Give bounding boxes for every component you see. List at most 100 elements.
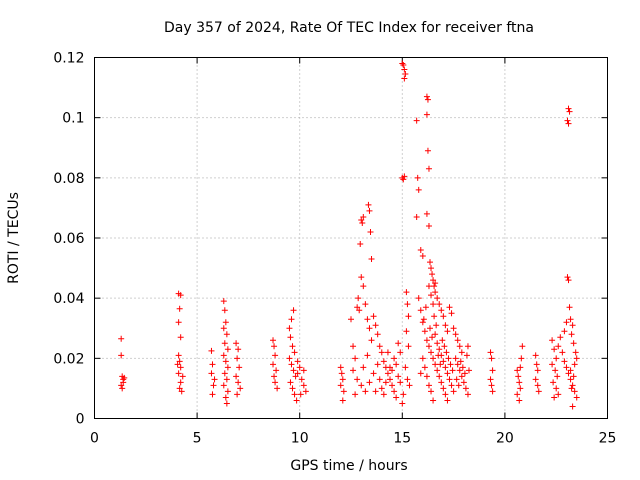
data-point	[176, 385, 183, 392]
data-point	[431, 313, 438, 320]
y-tick-label: 0.1	[62, 111, 84, 127]
data-point	[287, 334, 294, 341]
data-point	[567, 367, 574, 374]
data-point	[568, 331, 575, 338]
data-point	[435, 352, 442, 359]
data-point	[554, 373, 561, 380]
data-point	[425, 283, 432, 290]
data-point	[570, 373, 577, 380]
data-point	[415, 186, 422, 193]
data-point	[434, 295, 441, 302]
data-point	[352, 355, 359, 362]
data-point	[465, 367, 472, 374]
data-point	[571, 388, 578, 395]
data-point	[235, 379, 242, 386]
data-point	[570, 340, 577, 347]
data-point	[405, 313, 412, 320]
x-tick-label: 10	[291, 431, 309, 447]
data-point	[534, 367, 541, 374]
data-point	[436, 346, 443, 353]
data-point	[436, 301, 443, 308]
data-point	[209, 361, 216, 368]
data-point	[423, 373, 430, 380]
data-point	[237, 385, 244, 392]
data-point	[359, 219, 366, 226]
data-point	[567, 376, 574, 383]
data-point	[382, 379, 389, 386]
data-point	[452, 355, 459, 362]
data-point	[352, 391, 359, 398]
data-point	[441, 343, 448, 350]
data-point	[222, 394, 229, 401]
plot-frame	[94, 57, 608, 419]
data-point	[233, 373, 240, 380]
data-point	[417, 307, 424, 314]
data-point	[337, 364, 344, 371]
data-point	[356, 307, 363, 314]
grid-layer	[94, 57, 608, 419]
data-point	[402, 71, 409, 78]
data-point	[220, 382, 227, 389]
data-point	[370, 370, 377, 377]
data-point	[419, 253, 426, 260]
data-point	[177, 364, 184, 371]
data-point	[434, 367, 441, 374]
data-point	[449, 367, 456, 374]
data-point	[428, 349, 435, 356]
data-point	[516, 397, 523, 404]
data-point	[272, 379, 279, 386]
data-point	[423, 93, 430, 100]
data-point	[339, 397, 346, 404]
tick-label-layer: 0 5 10 15 20 25 0 0.02 0.04 0.06 0.08 0.1 0.12	[53, 51, 616, 447]
data-point	[234, 391, 241, 398]
data-point	[118, 335, 125, 342]
data-point	[573, 394, 580, 401]
data-point	[428, 265, 435, 272]
data-point	[222, 319, 229, 326]
data-point	[550, 379, 557, 386]
data-point	[422, 304, 429, 311]
data-point	[439, 337, 446, 344]
data-point	[413, 213, 420, 220]
data-point	[487, 349, 494, 356]
data-point	[517, 364, 524, 371]
data-point	[415, 295, 422, 302]
data-point	[290, 367, 297, 374]
data-point	[446, 376, 453, 383]
data-point	[454, 337, 461, 344]
data-point	[348, 316, 354, 323]
data-point	[291, 391, 298, 398]
data-point	[549, 361, 556, 368]
data-point	[360, 364, 367, 371]
data-point	[293, 397, 300, 404]
data-point	[432, 331, 439, 338]
data-point	[564, 274, 571, 281]
data-point	[553, 355, 560, 362]
data-point	[555, 391, 562, 398]
data-point	[224, 346, 231, 353]
data-point	[448, 382, 455, 389]
data-point	[271, 343, 278, 350]
data-point	[433, 322, 440, 329]
data-point	[559, 349, 566, 356]
data-point	[300, 367, 307, 374]
data-point	[565, 120, 572, 127]
y-tick-label: 0.06	[53, 231, 84, 247]
data-point	[220, 325, 227, 332]
data-point	[350, 367, 357, 374]
data-point	[458, 349, 465, 356]
data-point	[120, 376, 127, 383]
data-point	[402, 364, 409, 371]
data-point	[417, 247, 424, 254]
data-point	[386, 376, 393, 383]
data-point	[454, 361, 461, 368]
data-point	[178, 388, 185, 395]
data-point	[176, 358, 183, 365]
data-point	[569, 403, 576, 410]
data-point	[401, 173, 408, 180]
data-point	[355, 295, 362, 302]
data-point	[368, 337, 375, 344]
data-point	[391, 355, 398, 362]
data-point	[561, 328, 568, 335]
